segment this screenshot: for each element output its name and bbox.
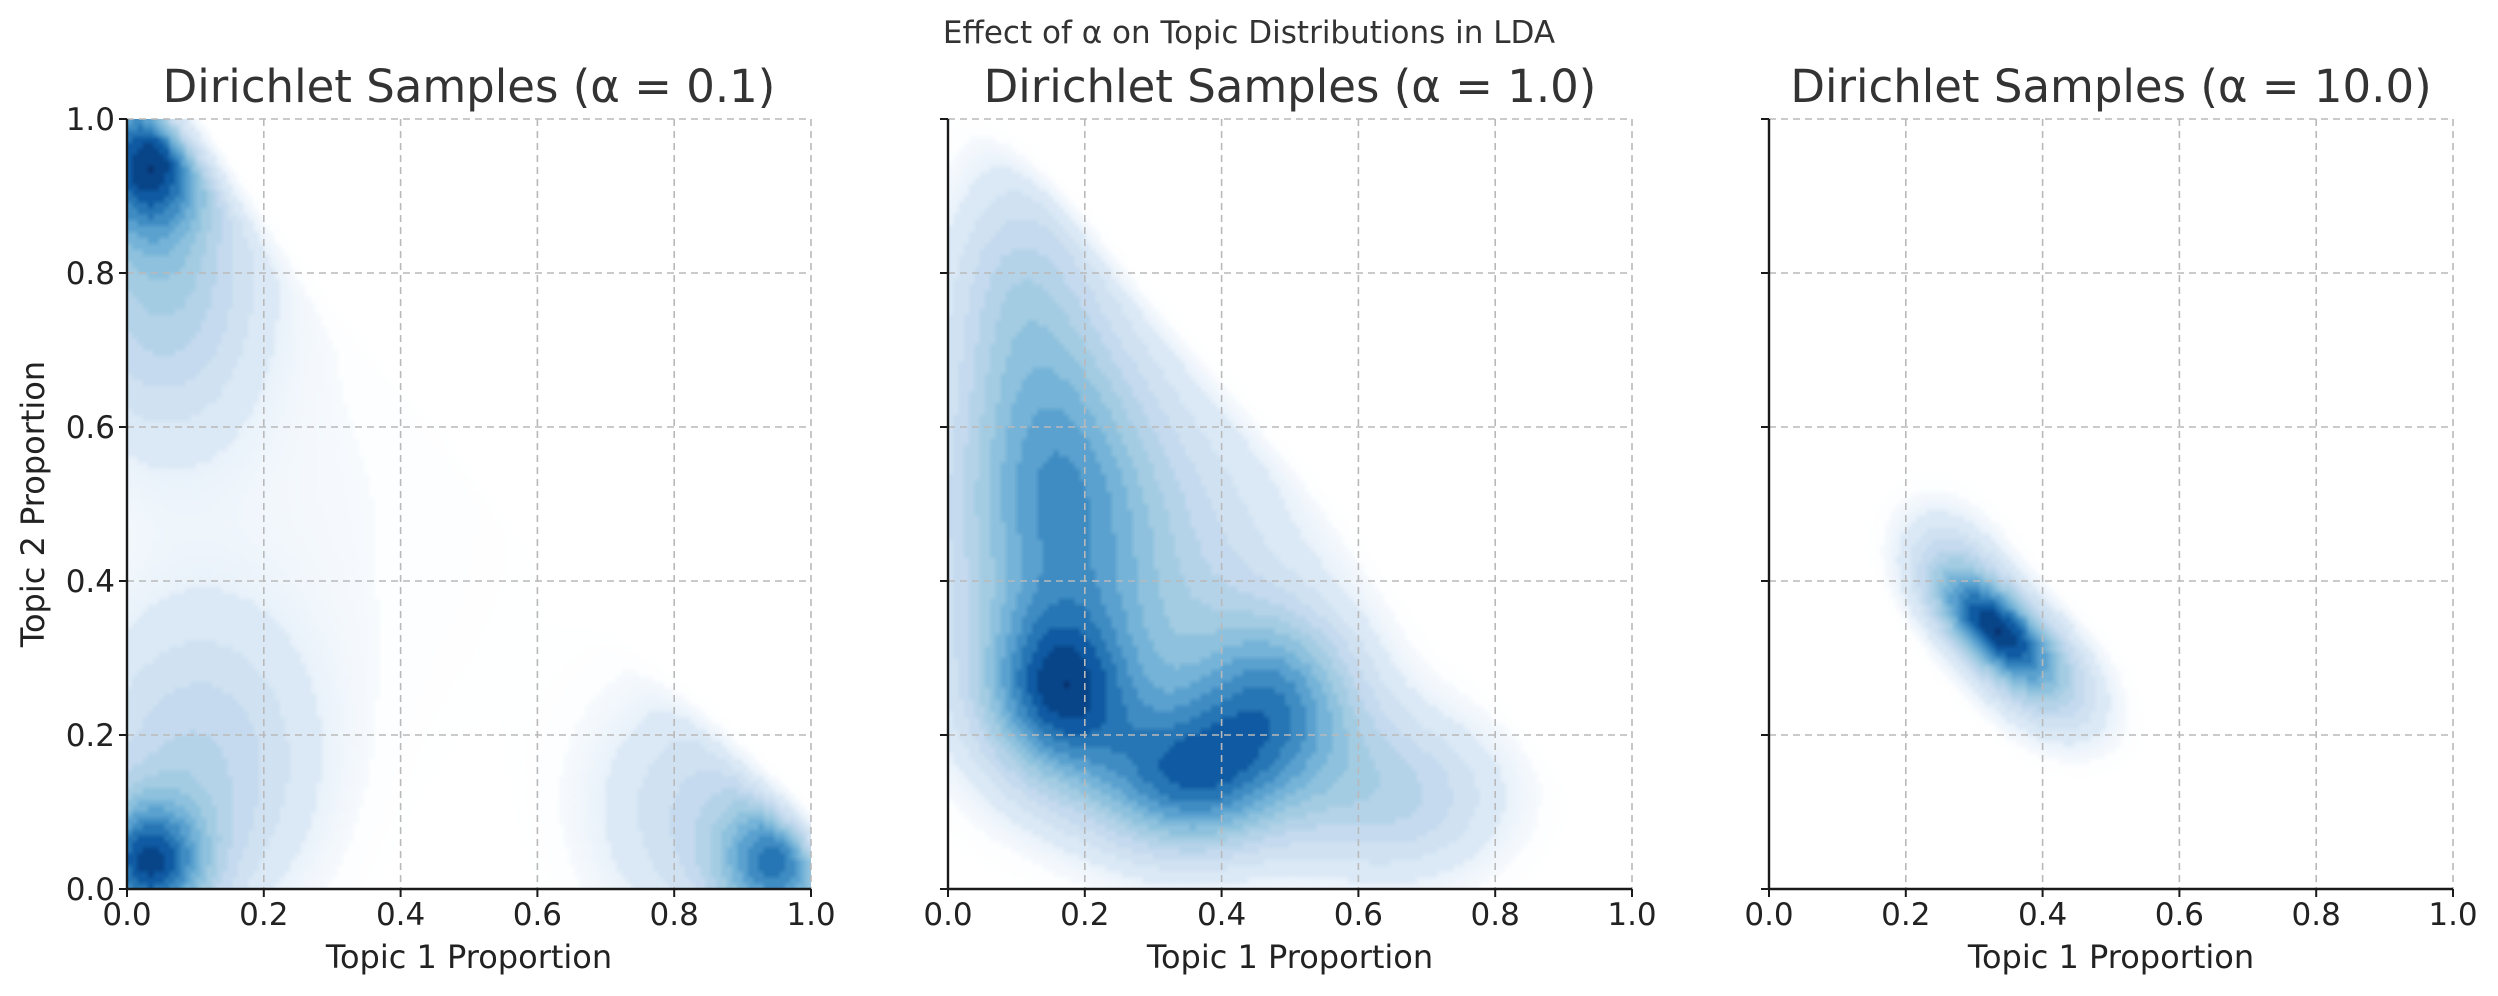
subplot-3: 0.0 0.2 0.4 0.6 0.8 1.0 Dirichlet Samples (α =… bbox=[1744, 60, 2477, 976]
y-tick-label: 0.6 bbox=[66, 410, 115, 446]
subplot-grid: 0.0 0.2 0.4 0.6 0.8 1.0 0.0 0.2 0.4 0.6 0.8 1.0 Diri… bbox=[14, 60, 2478, 976]
x-tick-label: 0.2 bbox=[239, 897, 288, 933]
x-axis-label: Topic 1 Proportion bbox=[1146, 938, 1433, 976]
x-tick-label: 0.4 bbox=[2018, 897, 2067, 933]
x-tick-label: 0.4 bbox=[1197, 897, 1246, 933]
x-tick-label: 0.0 bbox=[102, 897, 151, 933]
x-tick-label: 0.2 bbox=[1060, 897, 1109, 933]
x-tick-label: 0.8 bbox=[1471, 897, 1520, 933]
y-axis-label: Topic 2 Proportion bbox=[14, 361, 52, 648]
subplot-2: 0.0 0.2 0.4 0.6 0.8 1.0 Dirichlet Samples (α =… bbox=[923, 60, 1656, 976]
x-tick-label: 0.4 bbox=[376, 897, 425, 933]
density-heatmap bbox=[127, 119, 811, 889]
x-tick-label: 0.8 bbox=[650, 897, 699, 933]
subplot-title: Dirichlet Samples (α = 0.1) bbox=[163, 60, 776, 113]
x-tick-label: 1.0 bbox=[2428, 897, 2477, 933]
y-tick-label: 0.0 bbox=[66, 872, 115, 908]
subplot-title: Dirichlet Samples (α = 1.0) bbox=[984, 60, 1597, 113]
x-axis-label: Topic 1 Proportion bbox=[1967, 938, 2254, 976]
x-tick-label: 0.8 bbox=[2292, 897, 2341, 933]
x-axis-label: Topic 1 Proportion bbox=[325, 938, 612, 976]
figure-suptitle: Effect of α on Topic Distributions in LD… bbox=[943, 15, 1555, 51]
y-tick-label: 1.0 bbox=[66, 102, 115, 138]
x-tick-label: 0.6 bbox=[1334, 897, 1383, 933]
x-tick-label: 0.2 bbox=[1881, 897, 1930, 933]
x-tick-label: 0.6 bbox=[2155, 897, 2204, 933]
y-tick-label: 0.8 bbox=[66, 256, 115, 292]
x-tick-label: 1.0 bbox=[786, 897, 835, 933]
density-heatmap bbox=[1769, 119, 2453, 889]
x-tick-label: 0.0 bbox=[923, 897, 972, 933]
x-tick-label: 0.0 bbox=[1744, 897, 1793, 933]
y-tick-label: 0.2 bbox=[66, 718, 115, 754]
subplot-1: 0.0 0.2 0.4 0.6 0.8 1.0 0.0 0.2 0.4 0.6 0.8 1.0 Diri… bbox=[14, 60, 836, 976]
y-tick-label: 0.4 bbox=[66, 564, 115, 600]
x-tick-label: 0.6 bbox=[513, 897, 562, 933]
x-tick-label: 1.0 bbox=[1607, 897, 1656, 933]
density-heatmap bbox=[948, 119, 1632, 889]
subplot-title: Dirichlet Samples (α = 10.0) bbox=[1790, 60, 2431, 113]
